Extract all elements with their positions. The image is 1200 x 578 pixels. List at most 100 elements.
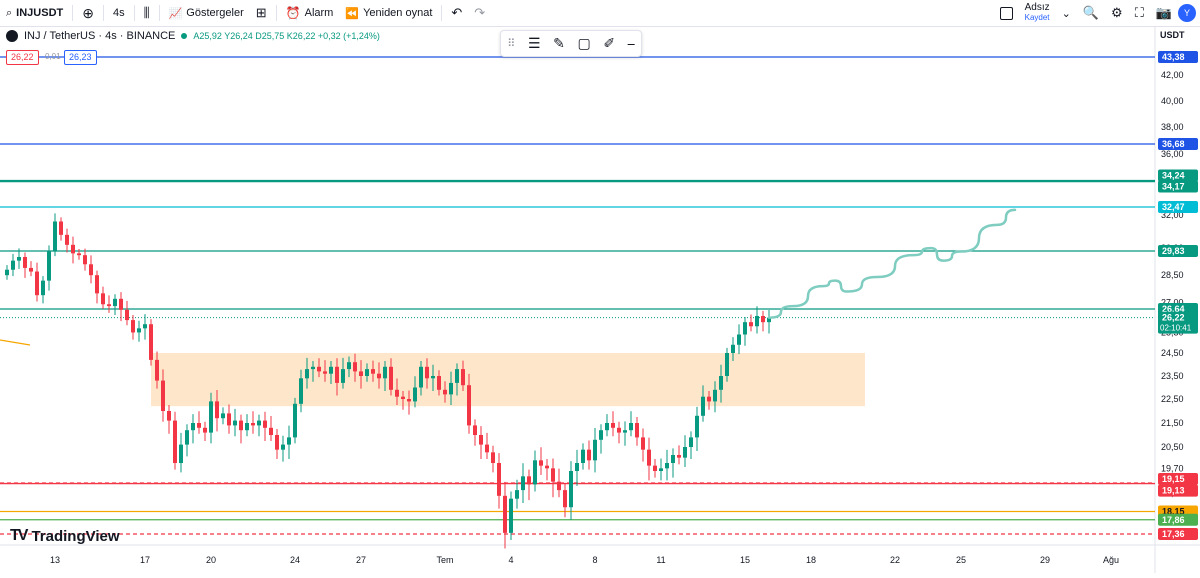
- chart-area[interactable]: 42,0040,0038,0036,0032,0030,0028,5027,00…: [0, 27, 1200, 573]
- candle-body: [371, 369, 375, 374]
- price-level-label: 17,86: [1162, 515, 1185, 525]
- alarm-button[interactable]: ⏰ Alarm: [280, 0, 340, 26]
- candle-body: [605, 423, 609, 431]
- candle-body: [395, 389, 399, 397]
- currency-label[interactable]: USDT: [1160, 30, 1185, 40]
- candle-body: [461, 369, 465, 386]
- snapshot-button[interactable]: 📷: [1150, 0, 1178, 26]
- candle-body: [341, 369, 345, 383]
- layout-checkbox[interactable]: [994, 0, 1019, 26]
- price-level-label: 19,13: [1162, 486, 1185, 496]
- candle-body: [557, 481, 561, 491]
- layout-menu-button[interactable]: ⌄: [1056, 0, 1077, 26]
- candle-body: [599, 430, 603, 440]
- candle-body: [131, 320, 135, 333]
- layout-save[interactable]: Adsız Kaydet: [1019, 3, 1056, 23]
- price-tick-label: 32,00: [1161, 210, 1184, 220]
- spread-value: 0,01: [45, 52, 61, 61]
- candle-body: [497, 463, 501, 496]
- time-tick-label: 20: [206, 555, 216, 565]
- candle-body: [707, 396, 711, 402]
- candle-body: [503, 495, 507, 533]
- horizontal-line-icon[interactable]: ⎯: [627, 35, 635, 51]
- current-price-label: 26,22: [1162, 313, 1185, 323]
- candle-body: [701, 396, 705, 416]
- indicators-button[interactable]: 📈 Göstergeler: [163, 0, 250, 26]
- candle-body: [623, 430, 627, 433]
- candle-body: [161, 380, 165, 411]
- fullscreen-button[interactable]: ⛶: [1129, 0, 1150, 26]
- time-tick-label: Tem: [436, 555, 453, 565]
- candle-body: [437, 376, 441, 390]
- plus-circle-icon: ⊕: [82, 4, 94, 21]
- interval-button[interactable]: 4s: [107, 0, 131, 26]
- settings-button[interactable]: ⚙: [1105, 0, 1129, 26]
- divider: [275, 5, 277, 21]
- alarm-clock-icon: ⏰: [285, 6, 301, 20]
- candle-body: [323, 371, 327, 374]
- candle-body: [11, 260, 15, 270]
- price-level-badge: [1158, 528, 1198, 540]
- pen-icon[interactable]: ✐: [603, 35, 616, 51]
- candle-body: [545, 465, 549, 469]
- layout-name: Adsız: [1024, 2, 1050, 13]
- buy-price-button[interactable]: 26,23: [64, 50, 97, 65]
- drawing-toolbar: ⠿ ☰ ✎ ▢ ✐ ⎯: [500, 30, 642, 57]
- candle-body: [551, 468, 555, 482]
- candle-body: [35, 271, 39, 296]
- time-tick-label: Ağu: [1103, 555, 1119, 565]
- candle-body: [119, 298, 123, 310]
- redo-button[interactable]: ↷: [468, 0, 491, 26]
- candle-body: [5, 269, 9, 276]
- divider: [158, 5, 160, 21]
- price-chart[interactable]: 42,0040,0038,0036,0032,0030,0028,5027,00…: [0, 27, 1200, 573]
- candle-body: [569, 471, 573, 508]
- sell-price-button[interactable]: 26,22: [6, 50, 39, 65]
- avatar[interactable]: Y: [1178, 4, 1196, 22]
- indicators-icon: 📈: [168, 7, 183, 20]
- lines-icon[interactable]: ☰: [527, 35, 541, 51]
- candle-body: [563, 490, 567, 508]
- candle-body: [221, 413, 225, 419]
- price-level-badge: [1158, 169, 1198, 182]
- time-tick-label: 15: [740, 555, 750, 565]
- candle-body: [575, 463, 579, 471]
- brand-label: TradingView: [31, 527, 120, 545]
- price-tick-label: 19,70: [1161, 463, 1184, 473]
- replay-button[interactable]: ⏪ Yeniden oynat: [339, 0, 438, 26]
- candle-body: [227, 413, 231, 426]
- rectangle-icon[interactable]: ▢: [577, 35, 591, 51]
- candle-body: [719, 376, 723, 390]
- interval-label: 4s: [112, 7, 125, 19]
- time-tick-label: 24: [290, 555, 300, 565]
- redo-icon: ↷: [474, 5, 486, 20]
- price-tick-label: 22,50: [1161, 394, 1184, 404]
- compare-button[interactable]: ⊕: [76, 0, 100, 26]
- quick-search-button[interactable]: 🔍: [1077, 0, 1105, 26]
- brush-icon[interactable]: ✎: [553, 35, 565, 51]
- candle-body: [29, 267, 33, 272]
- candle-body: [173, 420, 177, 463]
- demand-zone: [151, 353, 865, 407]
- layouts-button[interactable]: ⊞: [250, 0, 273, 26]
- candle-body: [185, 430, 189, 445]
- candle-body: [689, 437, 693, 447]
- candle-body: [761, 315, 765, 323]
- price-tick-label: 40,00: [1161, 96, 1184, 106]
- symbol-search[interactable]: ⌕ INJUSDT: [0, 0, 69, 26]
- candle-body: [425, 366, 429, 379]
- candle-body: [335, 366, 339, 383]
- candle-body: [287, 437, 291, 445]
- drag-handle-icon[interactable]: ⠿: [507, 38, 516, 50]
- candle-body: [17, 257, 21, 261]
- chart-type-button[interactable]: ⫼: [138, 0, 156, 26]
- candle-body: [215, 401, 219, 419]
- candle-body: [143, 324, 147, 329]
- candle-body: [731, 344, 735, 353]
- candle-body: [239, 420, 243, 431]
- undo-button[interactable]: ↶: [445, 0, 468, 26]
- candle-body: [299, 378, 303, 404]
- divider: [133, 5, 135, 21]
- candle-body: [347, 362, 351, 370]
- price-level-label: 29,83: [1162, 246, 1185, 256]
